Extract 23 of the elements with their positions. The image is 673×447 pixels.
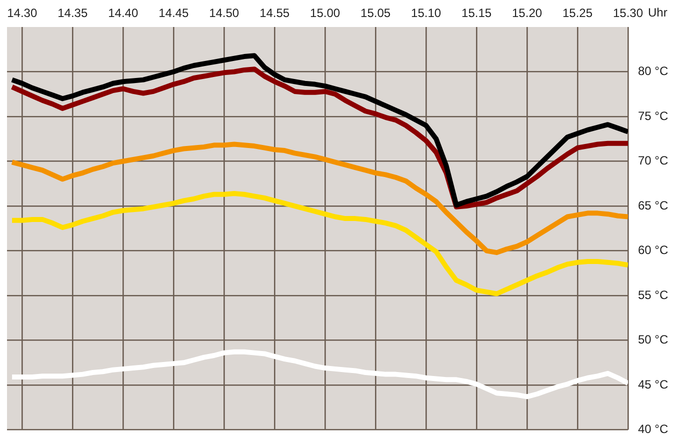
x-tick-label: 15.10 — [411, 6, 442, 20]
x-tick-label: 14.50 — [209, 6, 240, 20]
x-tick-label: 15.30 — [612, 6, 644, 20]
x-tick-label: 15.20 — [512, 6, 542, 20]
x-tick-label: 15.25 — [562, 6, 593, 20]
y-tick-label: 40 °C — [638, 422, 668, 436]
x-tick-label: 15.05 — [360, 6, 391, 20]
x-tick-label: 14.55 — [260, 6, 290, 20]
y-tick-label: 55 °C — [638, 288, 668, 302]
x-tick-label: 14.45 — [158, 6, 189, 20]
x-tick-label: 14.30 — [7, 6, 38, 20]
x-tick-label: 15.15 — [462, 6, 492, 20]
y-tick-label: 60 °C — [638, 243, 668, 258]
x-tick-label: 14.35 — [58, 6, 88, 20]
y-tick-label: 75 °C — [638, 108, 668, 123]
y-tick-label: 65 °C — [638, 198, 668, 212]
y-tick-label: 50 °C — [638, 332, 668, 347]
y-tick-label: 80 °C — [638, 64, 668, 78]
x-axis-title: Uhr — [648, 5, 668, 20]
x-tick-label: 15.00 — [310, 6, 340, 20]
x-tick-label: 14.40 — [108, 6, 138, 20]
y-tick-label: 70 °C — [638, 154, 668, 168]
y-tick-label: 45 °C — [638, 377, 668, 392]
